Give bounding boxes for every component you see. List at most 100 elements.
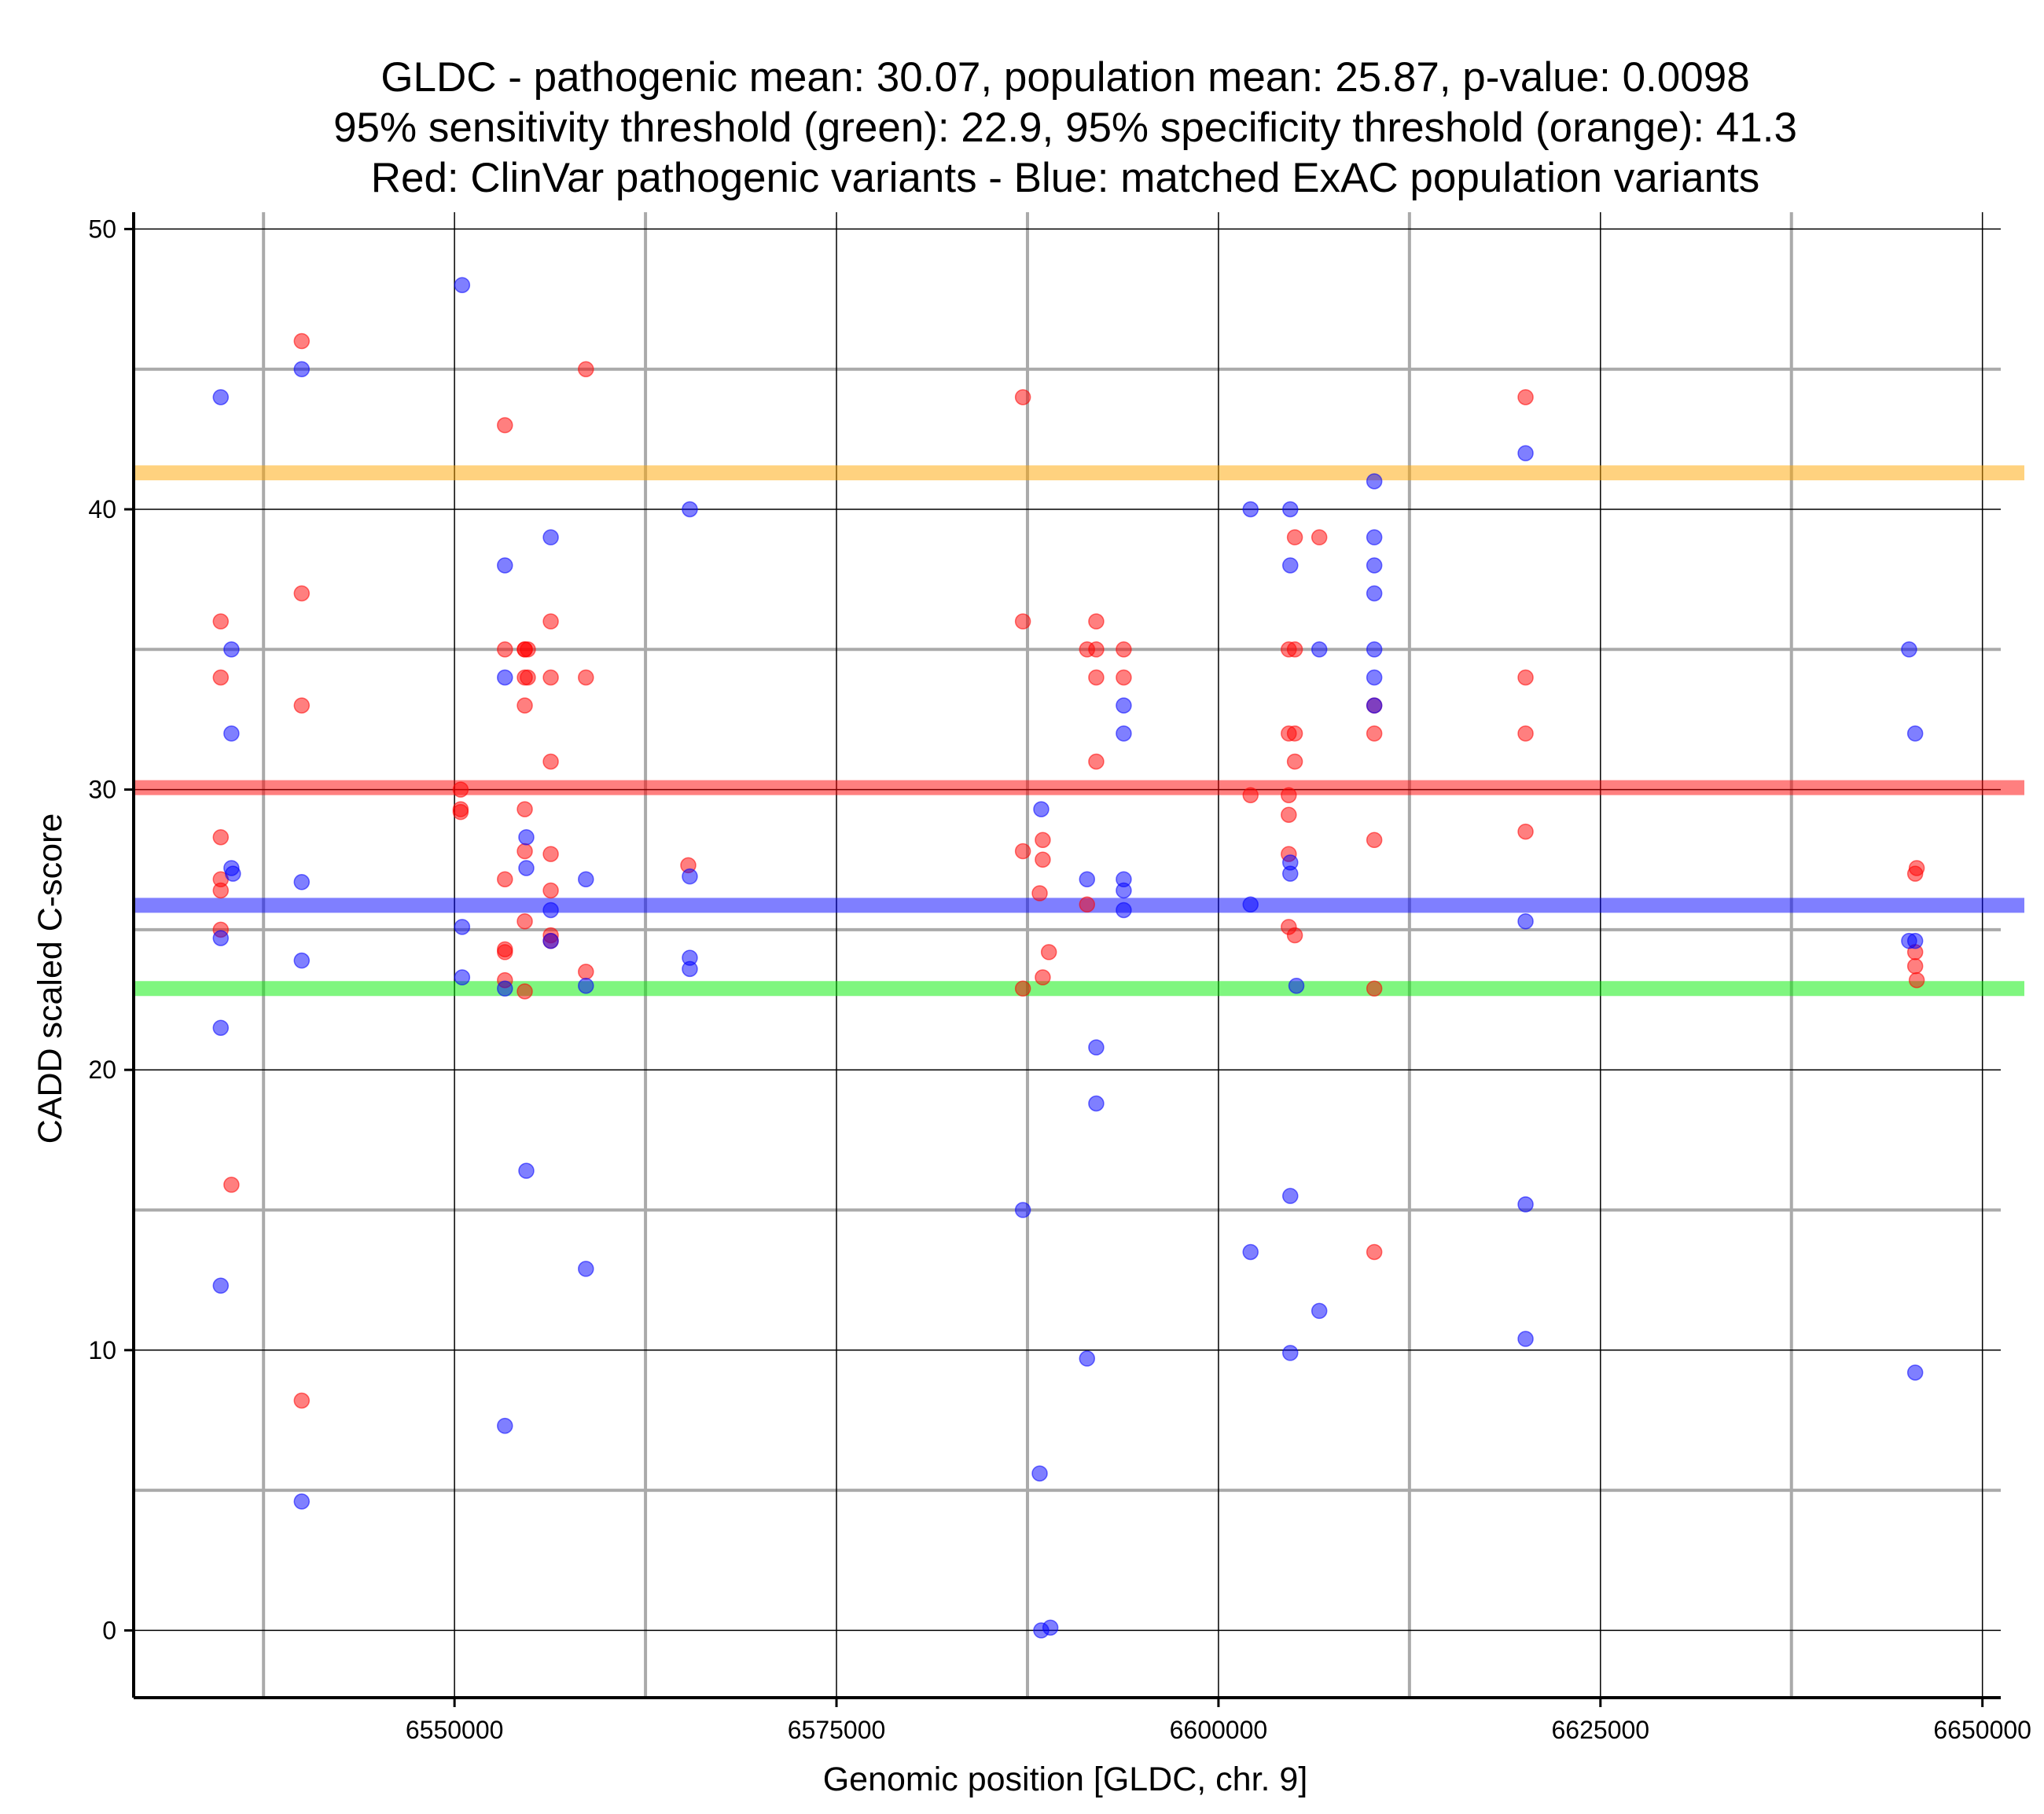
population-variant-point xyxy=(518,860,535,876)
population-variant-point xyxy=(682,960,698,978)
pathogenic-variant-point xyxy=(293,585,311,602)
population-variant-point xyxy=(223,725,240,742)
population-variant-point xyxy=(1366,557,1383,574)
minor-gridlines xyxy=(134,212,2001,1698)
population-variant-point xyxy=(1116,901,1132,919)
population-variant-point xyxy=(1366,641,1383,658)
population-variant-point xyxy=(578,1261,594,1277)
pathogenic-variant-point xyxy=(452,803,469,821)
population-variant-point xyxy=(542,932,559,949)
population-variant-point xyxy=(293,1493,311,1510)
pathogenic-variant-point xyxy=(1242,787,1259,803)
population-variant-point xyxy=(1014,1202,1031,1218)
pathogenic-variant-point xyxy=(293,697,311,714)
pathogenic-variant-point xyxy=(497,417,513,434)
population-variant-point xyxy=(682,868,698,885)
pathogenic-variant-point xyxy=(1366,980,1383,997)
pathogenic-variant-point xyxy=(1040,944,1057,960)
pathogenic-variant-point xyxy=(497,871,513,887)
pathogenic-variant-point xyxy=(1035,851,1051,868)
y-tick-label: 30 xyxy=(88,776,116,804)
axes xyxy=(132,212,2001,1699)
population-variant-point xyxy=(1079,1350,1096,1367)
pathogenic-variant-point xyxy=(1517,725,1534,742)
population-variant-point xyxy=(1906,932,1924,949)
population-variant-point xyxy=(454,919,471,935)
x-tick-label: 6600000 xyxy=(1170,1716,1268,1744)
pathogenic-variant-point xyxy=(212,669,230,686)
pathogenic-variant-point xyxy=(1088,641,1105,658)
pathogenic-variant-point xyxy=(1116,641,1132,658)
y-tick-label: 0 xyxy=(102,1616,116,1644)
pathogenic-variant-point xyxy=(1286,927,1303,944)
pathogenic-variant-point xyxy=(1906,958,1924,975)
y-tick-label: 50 xyxy=(88,215,116,243)
pathogenic-variant-point xyxy=(1311,529,1328,545)
pathogenic-variant-point xyxy=(497,944,513,960)
pathogenic-variant-point xyxy=(293,1392,311,1409)
x-axis-ticks: 6550000 6575000 6600000 6625000 6650000 xyxy=(406,1698,2031,1744)
title-line-3: Red: ClinVar pathogenic variants - Blue:… xyxy=(371,155,1760,201)
pathogenic-variant-point xyxy=(542,882,559,899)
pathogenic-variant-point xyxy=(1088,613,1105,630)
population-variant-point xyxy=(1282,557,1299,574)
pathogenic-variant-point xyxy=(542,846,559,862)
major-gridlines xyxy=(134,212,2001,1698)
population-variant-point xyxy=(1517,1196,1534,1213)
population-variant-point xyxy=(1366,669,1383,686)
population-variant-point xyxy=(212,1277,230,1294)
pathogenic-variant-point xyxy=(1517,669,1534,686)
x-tick-label: 6650000 xyxy=(1933,1716,2031,1744)
population-variant-point xyxy=(1242,896,1259,913)
title-line-2: 95% sensitivity threshold (green): 22.9,… xyxy=(333,105,1797,151)
x-axis-title: Genomic position [GLDC, chr. 9] xyxy=(823,1761,1308,1798)
population-variant-point xyxy=(225,865,241,882)
y-tick-label: 10 xyxy=(88,1336,116,1364)
population-variant-point xyxy=(1906,725,1924,742)
population-variant-point xyxy=(1366,585,1383,602)
population-variant-point xyxy=(293,874,311,890)
pathogenic-variant-point xyxy=(542,753,559,770)
pathogenic-variant-point xyxy=(1014,613,1031,630)
pathogenic-variant-point xyxy=(223,1177,240,1193)
pathogenic-variant-point xyxy=(1116,669,1132,686)
pathogenic-variant-point xyxy=(1035,969,1051,986)
population-variant-point xyxy=(223,641,240,658)
population-variant-point xyxy=(578,977,594,994)
population-variant-point xyxy=(497,1417,513,1434)
population-variant-point xyxy=(454,969,471,986)
pathogenic-variant-point xyxy=(1014,389,1031,406)
population-variant-point xyxy=(518,828,535,846)
reference-lines xyxy=(134,465,2024,997)
population-variant-point xyxy=(454,277,471,293)
population-variant-point xyxy=(1517,1331,1534,1347)
y-tick-label: 40 xyxy=(88,495,116,523)
population-variant-point xyxy=(1282,1188,1299,1204)
pathogenic-variant-point xyxy=(542,613,559,630)
population-variant-point xyxy=(1088,1095,1105,1112)
population-variant-point xyxy=(1116,882,1132,899)
population-variant-point xyxy=(293,952,311,969)
pathogenic-variant-point xyxy=(517,697,533,714)
y-tick-label: 20 xyxy=(88,1056,116,1084)
population-variant-point xyxy=(1366,473,1383,490)
population-variant-point xyxy=(497,557,513,574)
pathogenic-variant-point xyxy=(452,781,469,798)
pathogenic-variant-point xyxy=(578,669,594,686)
pathogenic-variant-point xyxy=(1088,753,1105,770)
pathogenic-variant-point xyxy=(1031,885,1048,901)
pathogenic-variant-point xyxy=(1286,725,1303,742)
pathogenic-variant-point xyxy=(520,669,536,686)
population-variant-point xyxy=(497,980,513,997)
pathogenic-variant-point xyxy=(293,332,311,350)
x-tick-label: 6575000 xyxy=(788,1716,886,1744)
population-variant-point xyxy=(1282,501,1299,518)
pathogenic-variant-point xyxy=(212,882,230,899)
pathogenic-variant-point xyxy=(1088,669,1105,686)
population-variant-point xyxy=(212,1019,230,1036)
pathogenic-variant-point xyxy=(212,828,230,846)
pathogenic-variant-point xyxy=(1517,389,1534,406)
pathogenic-variant-point xyxy=(578,964,594,980)
population-variant-point xyxy=(1033,801,1050,817)
population-variant-point xyxy=(293,361,311,377)
